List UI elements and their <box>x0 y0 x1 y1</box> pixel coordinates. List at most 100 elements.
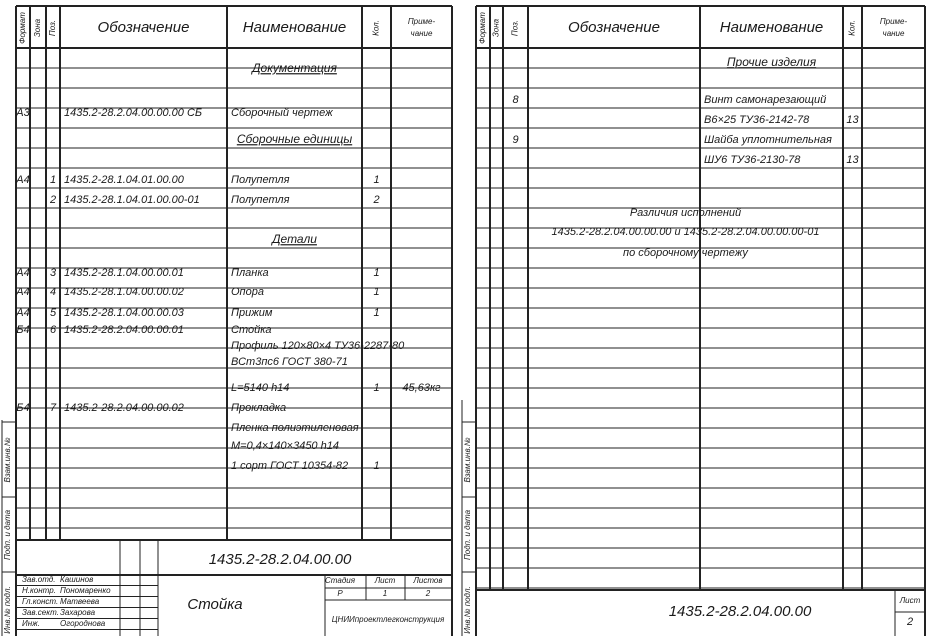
tb-stage-header: Стадия <box>325 576 356 585</box>
row-name: ШУ6 ТУ36-2130-78 <box>704 154 801 166</box>
signature-role: Зав.отд. <box>22 575 55 584</box>
signature-role: Н.контр. <box>22 586 56 595</box>
header-cell: Кол. <box>372 20 381 36</box>
row-name: Полупетля <box>231 174 290 186</box>
row-pos: 9 <box>512 134 518 146</box>
row-name: 1 сорт ГОСТ 10354-82 <box>231 460 348 472</box>
header-cell: Наименование <box>243 19 347 36</box>
section-heading: Прочие изделия <box>727 55 817 69</box>
row-name: ВСт3пс6 ГОСТ 380-71 <box>231 356 348 368</box>
tb-sheet-label: Лист <box>899 596 921 605</box>
row-qty: 1 <box>373 267 379 279</box>
row-designation: 1435.2-28.1.04.00.00.03 <box>64 307 185 319</box>
tb-stage-header: Листов <box>412 576 442 585</box>
row-designation: 1435.2-28.1.04.00.00.01 <box>64 267 184 279</box>
section-heading: Сборочные единицы <box>237 132 353 146</box>
tb-sheet: 2 <box>906 616 913 628</box>
row-text: 1435.2-28.2.04.00.00.00 и 1435.2-28.2.04… <box>552 226 820 238</box>
tb-sheets: 2 <box>425 589 431 598</box>
row-pos: 7 <box>50 402 57 414</box>
section-heading: Документация <box>250 61 337 75</box>
margin-label: Взам.инв.№ <box>463 437 472 482</box>
header-cell: Поз. <box>48 20 57 36</box>
row-designation: 1435.2-28.1.04.00.00.02 <box>64 286 184 298</box>
row-format: Б4 <box>16 402 29 414</box>
row-pos: 5 <box>50 307 57 319</box>
signature-role: Инж. <box>22 619 40 628</box>
row-note: 45,63кг <box>402 382 441 394</box>
tb-name: Стойка <box>187 596 242 613</box>
signature-person: Огороднова <box>60 619 106 628</box>
row-qty: 1 <box>373 174 379 186</box>
header-cell: Формат <box>18 12 27 44</box>
tb-designation: 1435.2-28.2.04.00.00 <box>209 551 352 568</box>
row-text: по сборочному чертежу <box>623 247 749 259</box>
row-name: Прижим <box>231 307 273 319</box>
margin-label: Подп. и дата <box>3 509 12 560</box>
row-pos: 1 <box>50 174 56 186</box>
margin-label: Инв.№ подл. <box>3 586 12 633</box>
header-cell: Наименование <box>720 19 824 36</box>
tb-stage-header: Лист <box>374 576 396 585</box>
signature-person: Матвеева <box>60 597 100 606</box>
row-designation: 1435.2-28.1.04.01.00.00 <box>64 174 185 186</box>
header-cell: Зона <box>492 18 501 37</box>
row-text: Различия исполнений <box>630 207 741 219</box>
signature-role: Зав.сект. <box>22 608 59 617</box>
header-cell: чание <box>883 29 905 38</box>
row-pos: 6 <box>50 324 57 336</box>
row-name: М=0,4×140×3450 h14 <box>231 440 339 452</box>
row-name: Винт самонарезающий <box>704 94 826 106</box>
row-qty: 1 <box>373 382 379 394</box>
row-qty: 2 <box>372 194 379 206</box>
header-cell: Формат <box>478 12 487 44</box>
header-cell: Кол. <box>848 20 857 36</box>
row-name: Профиль 120×80×4 ТУ36-2287-80 <box>231 340 405 352</box>
row-designation: 1435.2-28.1.04.01.00.00-01 <box>64 194 200 206</box>
row-designation: 1435.2-28.2.04.00.00.02 <box>64 402 184 414</box>
row-designation: 1435.2-28.2.04.00.00.01 <box>64 324 184 336</box>
row-name: Полупетля <box>231 194 290 206</box>
row-qty: 1 <box>373 286 379 298</box>
row-name: Прокладка <box>231 402 286 414</box>
header-cell: Приме- <box>880 17 908 26</box>
section-heading: Детали <box>270 232 317 246</box>
row-format: А4 <box>15 307 29 319</box>
row-qty: 1 <box>373 307 379 319</box>
header-cell: Зона <box>33 18 42 37</box>
tb-sheet: 1 <box>383 589 387 598</box>
row-pos: 2 <box>49 194 56 206</box>
header-cell: Приме- <box>408 17 436 26</box>
row-format: А3 <box>15 107 30 119</box>
margin-label: Инв.№ подл. <box>463 586 472 633</box>
row-qty: 13 <box>846 154 859 166</box>
header-cell: Обозначение <box>568 19 660 36</box>
row-pos: 4 <box>50 286 56 298</box>
row-format: А4 <box>15 174 29 186</box>
row-qty: 1 <box>373 460 379 472</box>
row-qty: 13 <box>846 114 859 126</box>
tb-stage: Р <box>337 589 343 598</box>
row-name: В6×25 ТУ36-2142-78 <box>704 114 810 126</box>
row-designation: 1435.2-28.2.04.00.00.00 СБ <box>64 107 202 119</box>
row-pos: 3 <box>50 267 57 279</box>
row-name: Стойка <box>231 324 272 336</box>
header-cell: Обозначение <box>98 19 190 36</box>
row-format: А4 <box>15 267 29 279</box>
row-name: Планка <box>231 267 269 279</box>
row-name: Опора <box>231 286 264 298</box>
margin-label: Подп. и дата <box>463 509 472 560</box>
tb-organization: ЦНИИпроектлегконструкция <box>332 615 445 624</box>
signature-person: Пономаренко <box>60 586 111 595</box>
margin-label: Взам.инв.№ <box>3 437 12 482</box>
row-name: Сборочный чертеж <box>231 107 333 119</box>
row-name: Шайба уплотнительная <box>704 134 832 146</box>
signature-person: Кашинов <box>60 575 93 584</box>
header-cell: чание <box>411 29 433 38</box>
header-cell: Поз. <box>511 20 520 36</box>
row-format: А4 <box>15 286 29 298</box>
row-pos: 8 <box>512 94 519 106</box>
